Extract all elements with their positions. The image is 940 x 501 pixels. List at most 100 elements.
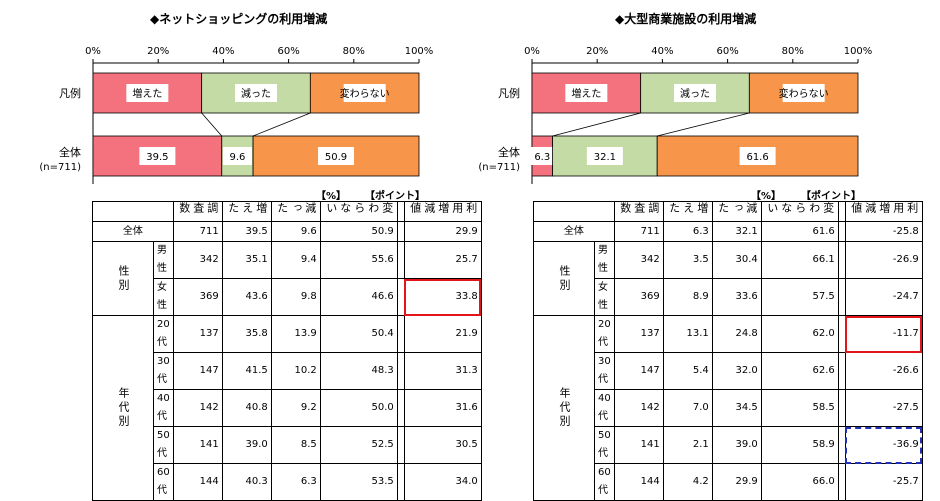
row-label: 女性 [153,278,174,316]
cell-inc: 6.3 [662,221,713,242]
cell-same: 55.6 [319,241,398,279]
cell-inc: 8.9 [662,278,713,316]
table-row: 年代別 20代 137 35.8 13.9 50.4 21.9 [92,315,482,501]
column-header: 変わらない [319,201,398,222]
data-label-box [527,147,557,165]
cell-diff: 31.3 [403,352,482,390]
column-header-label: 調査数 [618,202,660,215]
column-gap [396,389,405,427]
cell-diff: -24.7 [844,278,923,316]
cell-diff: -36.9 [844,426,923,464]
row-label-n: (n=711) [478,162,520,173]
cell-n: 342 [613,241,664,279]
column-gap [837,352,846,390]
chart-title: ◆ネットショッピングの利用増減 [150,12,328,26]
column-gap [837,201,846,222]
cell-inc: 43.6 [221,278,272,316]
column-gap [396,278,405,316]
cell-dec: 13.9 [270,315,321,353]
legend-label: 変わらない [779,87,829,100]
data-label-box [318,147,355,165]
cell-same: 66.0 [760,463,839,501]
cell-same: 48.3 [319,352,398,390]
column-header-label: 変わらない [324,202,394,215]
row-label: 男性 [153,241,174,279]
cell-same: 53.5 [319,463,398,501]
legend-label-box [235,84,277,102]
cell-n: 144 [613,463,664,501]
data-label: 61.6 [746,152,768,163]
legend-label: 増えた [132,87,162,100]
x-tick-label: 80% [782,46,804,57]
cell-same: 52.5 [319,426,398,464]
group-label-text: 性別 [117,264,130,293]
cell-same: 50.0 [319,389,398,427]
chart-panel-online-shopping: ◆ネットショッピングの利用増減 0% 20% 40% 60% 80% 100% 増えた 減った… [0,0,482,501]
legend-label: 減った [680,87,710,100]
cell-inc: 40.8 [221,389,272,427]
cell-same: 58.5 [760,389,839,427]
data-label: 32.1 [594,152,616,163]
column-header: 調査数 [613,201,664,222]
connector-line [252,112,311,137]
cell-n: 141 [172,426,223,464]
header-blank [92,201,174,222]
cell-n: 144 [172,463,223,501]
legend-label: 減った [241,87,271,100]
cell-dec: 34.5 [711,389,762,427]
row-label: 男性 [594,241,615,279]
table-row: 30代 147 41.5 10.2 48.3 31.3 [93,352,482,390]
stacked-bar-chart: 0% 20% 40% 60% 80% 100% 増えた 減った 変わらない 凡例 6.3 32.1 61… [478,46,873,184]
column-gap [396,426,405,464]
data-label-box [739,147,776,165]
row-label: 60代 [153,463,174,501]
data-label-box [586,147,623,165]
row-label: 30代 [153,352,174,390]
row-label: 全体 [533,221,615,242]
cell-n: 147 [172,352,223,390]
legend-label-box [126,84,169,102]
connector-line [552,112,641,137]
cell-inc: 40.3 [221,463,272,501]
legend-label: 変わらない [340,87,390,100]
x-tick-label: 100% [844,46,873,57]
row-label-total: 全体 [498,145,520,159]
x-tick-label: 100% [405,46,434,57]
cell-inc: 5.4 [662,352,713,390]
stacked-bar-chart: 0% 20% 40% 60% 80% 100% 増えた 減った 変わらない 凡例 39.5 9.6 50… [39,46,434,184]
x-tick-label: 40% [651,46,673,57]
row-label: 20代 [594,315,615,353]
column-header-label: 利用増減値 [408,202,478,215]
column-gap [837,278,846,316]
cell-inc: 4.2 [662,463,713,501]
cell-n: 711 [613,221,664,242]
column-gap [396,352,405,390]
row-label-legend: 凡例 [498,86,520,100]
cell-same: 46.6 [319,278,398,316]
data-label: 50.9 [325,152,347,163]
cell-inc: 7.0 [662,389,713,427]
column-header-label: 変わらない [765,202,835,215]
legend-label-box [565,84,608,102]
cell-dec: 32.1 [711,221,762,242]
data-table: 調査数 増えた 減った 変わらない 利用増減値 全体 711 39.5 9.6 50.9 29.9 性… [92,201,482,501]
row-label: 女性 [594,278,615,316]
group-label: 性別 [533,241,595,316]
chart-title: ◆大型商業施設の利用増減 [615,12,757,26]
column-gap [837,463,846,501]
data-label: 39.5 [146,152,168,163]
cell-same: 50.9 [319,221,398,242]
column-header-label: 減った [716,202,758,215]
column-gap [837,315,846,353]
data-table: 調査数 増えた 減った 変わらない 利用増減値 全体 711 6.3 32.1 61.6 -25.8… [533,201,923,501]
cell-n: 137 [613,315,664,353]
cell-dec: 33.6 [711,278,762,316]
column-gap [396,221,405,242]
cell-dec: 6.3 [270,463,321,501]
table-row: 40代 142 40.8 9.2 50.0 31.6 [93,389,482,427]
cell-same: 57.5 [760,278,839,316]
cell-n: 142 [172,389,223,427]
cell-n: 369 [613,278,664,316]
cell-dec: 30.4 [711,241,762,279]
column-header: 増えた [221,201,272,222]
